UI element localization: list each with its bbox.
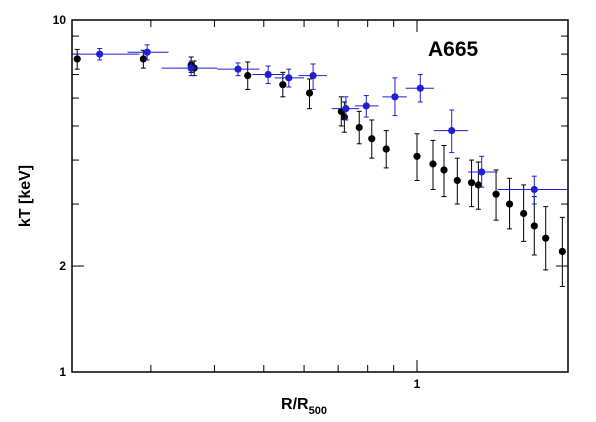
data-point (467, 179, 476, 187)
data-point (429, 160, 437, 168)
data-point (279, 81, 287, 89)
data-point (440, 166, 448, 174)
data-point (139, 55, 147, 63)
y-tick-label: 10 (53, 13, 67, 27)
data-point (413, 152, 421, 160)
data-point (362, 102, 370, 110)
data-point (478, 168, 486, 176)
data-point (416, 84, 424, 92)
data-point (530, 185, 538, 194)
data-point (448, 127, 456, 135)
data-point (453, 176, 461, 185)
data-point (234, 65, 242, 73)
data-point (505, 200, 514, 208)
y-tick-label: 1 (59, 365, 66, 379)
y-axis-label: kT [keV] (17, 165, 34, 227)
x-tick-label: 1 (414, 377, 421, 391)
series-layer (72, 44, 568, 287)
data-point (542, 234, 550, 242)
series-1 (72, 44, 568, 205)
data-point (391, 93, 399, 101)
x-axis-label-main: R/R (281, 396, 309, 413)
data-point (520, 209, 528, 218)
x-axis-label-subscript: 500 (309, 405, 327, 417)
data-point (368, 135, 376, 143)
minor-ticks (72, 20, 568, 372)
annotation-label: A665 (428, 38, 479, 61)
data-point (530, 222, 538, 230)
data-point (342, 105, 350, 113)
data-point (73, 55, 81, 63)
data-point (492, 190, 500, 198)
data-point (244, 72, 252, 80)
data-point (187, 64, 195, 72)
plot-frame (71, 19, 569, 373)
data-point (305, 89, 314, 97)
data-point (558, 247, 566, 256)
data-point (96, 50, 104, 58)
x-axis-label: R/R500 (281, 396, 327, 417)
data-point (143, 48, 151, 56)
data-point (285, 74, 293, 82)
y-tick-label: 2 (59, 259, 66, 273)
data-point (309, 72, 317, 80)
series-0 (73, 48, 566, 287)
tick-labels: 1 1 2 10 (53, 13, 421, 391)
data-point (382, 145, 390, 153)
data-point (264, 70, 272, 79)
data-point (355, 123, 363, 132)
